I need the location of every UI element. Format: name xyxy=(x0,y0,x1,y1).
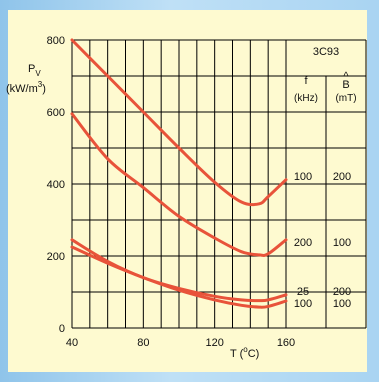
series-curve xyxy=(70,38,288,207)
grid xyxy=(71,39,367,329)
y-tick-label: 800 xyxy=(47,35,65,47)
x-tick-label: 160 xyxy=(277,337,295,349)
series-label-f: 100 xyxy=(294,171,312,183)
series-curve xyxy=(70,245,288,309)
y-tick-label: 600 xyxy=(47,107,65,119)
series-curve xyxy=(70,112,288,257)
series-label-b: 100 xyxy=(333,237,351,249)
x-axis-label: T (oC) xyxy=(230,345,259,360)
x-tick-label: 80 xyxy=(137,337,149,349)
series-label-f: 100 xyxy=(294,298,312,310)
y-axis-unit: (kW/m3) xyxy=(6,80,46,95)
legend-col2-hat: ^ xyxy=(344,71,349,82)
curves xyxy=(70,38,288,309)
series-label-b: 200 xyxy=(333,171,351,183)
series-label-b: 200 xyxy=(333,286,351,298)
series-label-f: 25 xyxy=(297,286,309,298)
chart-panel xyxy=(8,10,367,372)
series-label-b: 100 xyxy=(333,298,351,310)
legend-col1-unit: (kHz) xyxy=(294,93,318,104)
y-tick-label: 0 xyxy=(59,323,65,335)
legend-col2-symbol: B xyxy=(342,79,349,91)
y-tick-label: 200 xyxy=(47,251,65,263)
x-tick-label: 120 xyxy=(205,337,223,349)
legend-col2-unit: (mT) xyxy=(335,93,356,104)
x-tick-label: 40 xyxy=(66,337,78,349)
legend-material: 3C93 xyxy=(313,46,339,58)
tick-labels: 40 80 120 160 0 200 400 600 800 xyxy=(47,35,296,349)
y-tick-label: 400 xyxy=(47,179,65,191)
series-label-f: 200 xyxy=(294,237,312,249)
legend-col1-symbol: f xyxy=(304,75,308,87)
y-axis-label: PV xyxy=(28,63,41,78)
